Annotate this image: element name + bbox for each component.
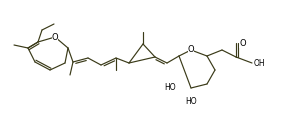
- Text: O: O: [52, 32, 58, 41]
- Text: O: O: [239, 38, 246, 47]
- Text: HO: HO: [164, 84, 176, 92]
- Text: O: O: [188, 45, 194, 55]
- Text: HO: HO: [185, 97, 197, 107]
- Text: OH: OH: [254, 59, 266, 68]
